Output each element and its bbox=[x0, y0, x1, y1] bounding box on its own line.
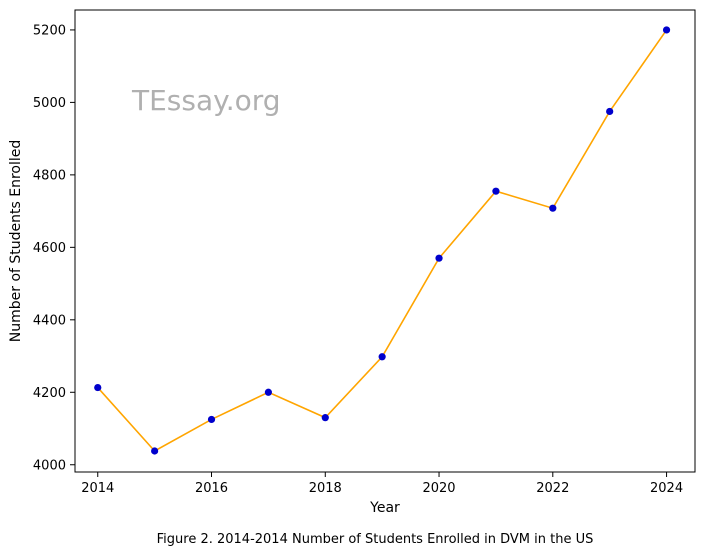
data-point bbox=[492, 187, 500, 195]
x-tick-label: 2018 bbox=[309, 481, 342, 496]
x-tick-label: 2022 bbox=[536, 481, 569, 496]
y-axis-ticks: 4000 4200 4400 4600 4800 5000 5200 bbox=[33, 23, 75, 473]
x-axis-title: Year bbox=[369, 500, 400, 516]
y-tick-label: 5200 bbox=[33, 23, 66, 38]
series-markers bbox=[94, 26, 671, 455]
y-tick-label: 4600 bbox=[33, 241, 66, 256]
figure-caption: Figure 2. 2014-2014 Number of Students E… bbox=[157, 532, 594, 547]
x-tick-label: 2014 bbox=[81, 481, 114, 496]
x-axis-ticks: 2014 2016 2018 2020 2022 2024 bbox=[81, 472, 683, 496]
data-point bbox=[94, 383, 102, 392]
data-point bbox=[549, 204, 557, 212]
data-point bbox=[606, 107, 614, 116]
y-tick-label: 4000 bbox=[33, 458, 66, 473]
data-point bbox=[151, 447, 159, 455]
x-tick-label: 2024 bbox=[650, 481, 683, 496]
plot-area bbox=[74, 9, 696, 473]
y-tick-label: 4800 bbox=[33, 168, 66, 183]
y-axis-title: Number of Students Enrolled bbox=[8, 140, 24, 343]
data-point bbox=[321, 414, 329, 422]
data-point bbox=[264, 388, 272, 396]
x-tick-label: 2016 bbox=[195, 481, 228, 496]
y-tick-label: 5000 bbox=[33, 96, 66, 111]
data-point bbox=[435, 254, 443, 262]
watermark-text: TEssay.org bbox=[131, 84, 281, 117]
x-tick-label: 2020 bbox=[422, 481, 455, 496]
data-point bbox=[378, 353, 386, 361]
y-tick-label: 4400 bbox=[33, 313, 66, 328]
data-point bbox=[207, 415, 216, 424]
data-point bbox=[662, 26, 671, 34]
y-tick-label: 4200 bbox=[33, 386, 66, 401]
